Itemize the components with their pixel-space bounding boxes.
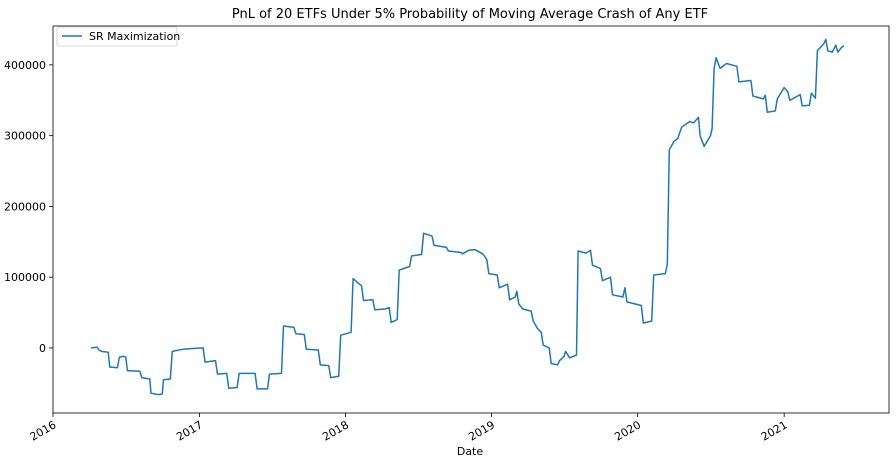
legend-label-sr-maximization: SR Maximization (89, 30, 180, 43)
y-tick-label: 200000 (4, 200, 46, 213)
plot-area (52, 25, 890, 414)
y-tick-label: 300000 (4, 130, 46, 143)
y-tick-label: 100000 (4, 271, 46, 284)
y-tick-label: 0 (39, 342, 46, 355)
chart-title: PnL of 20 ETFs Under 5% Probability of M… (232, 7, 708, 22)
legend: SR Maximization (56, 26, 180, 47)
y-tick-label: 400000 (4, 59, 46, 72)
x-axis-label: Date (457, 445, 484, 458)
series-line-sr-maximization (90, 38, 845, 396)
plot-frame (52, 25, 890, 414)
y-axis: 0 100000 200000 300000 400000 (4, 59, 53, 355)
legend-box (56, 26, 178, 47)
